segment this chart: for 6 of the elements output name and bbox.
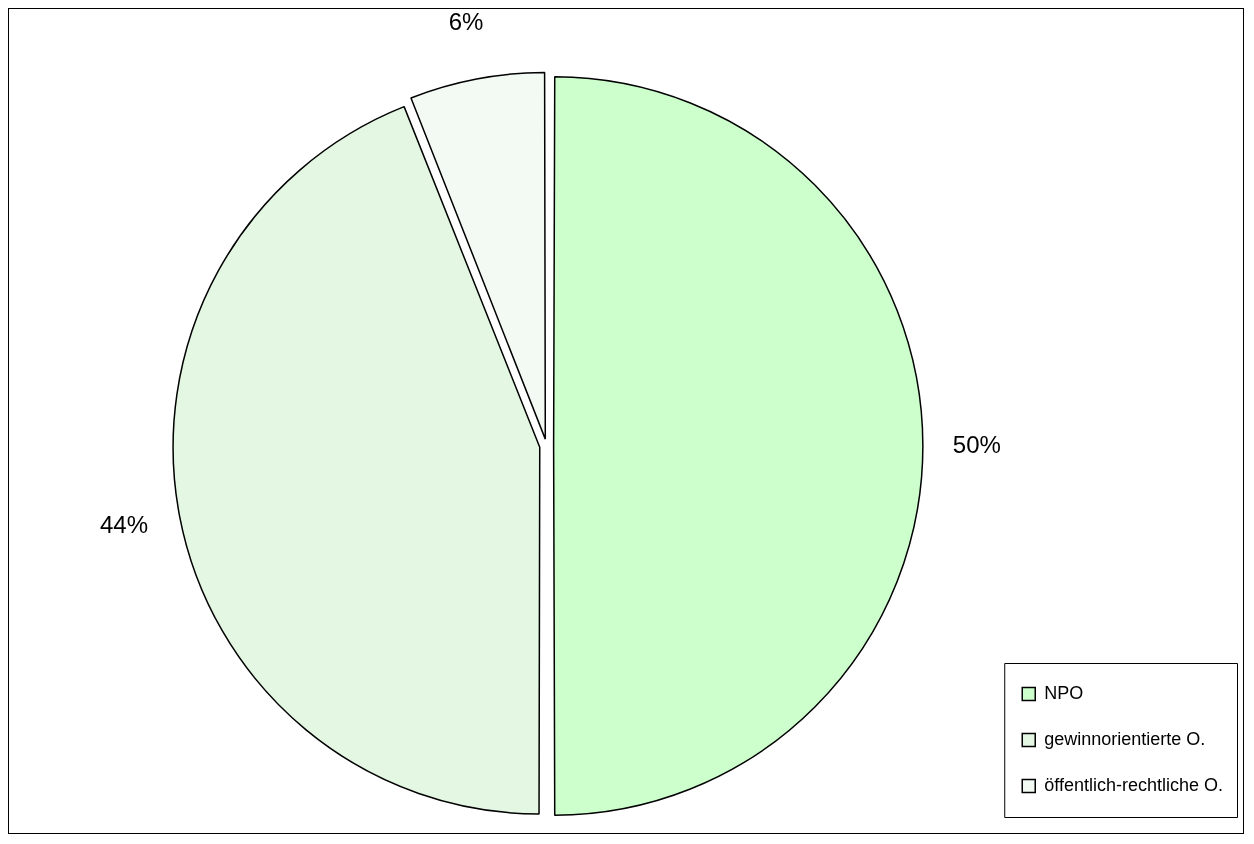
legend-label: NPO xyxy=(1044,682,1084,703)
data-label: 44% xyxy=(99,511,149,539)
data-label: 50% xyxy=(952,430,1001,458)
legend-label: öffentlich-rechtliche O. xyxy=(1044,774,1224,795)
data-label: 6% xyxy=(448,8,484,35)
legend-label: gewinnorientierte O. xyxy=(1044,728,1206,749)
